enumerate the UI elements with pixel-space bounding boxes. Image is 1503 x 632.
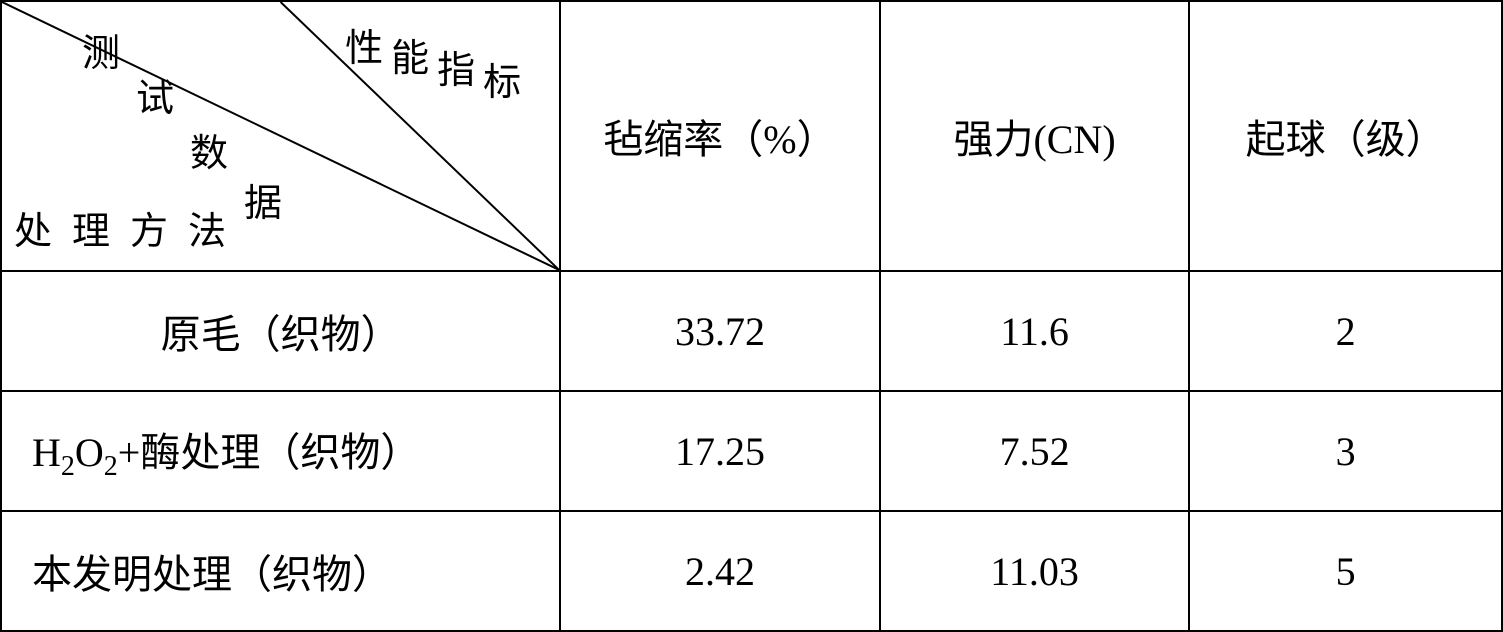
- cell-pilling: 3: [1189, 391, 1502, 511]
- table-row: H2O2+酶处理（织物） 17.25 7.52 3: [1, 391, 1502, 511]
- header-label-testdata: 测 试 数 据: [82, 77, 298, 132]
- cell-shrinkage: 2.42: [560, 511, 880, 631]
- cell-shrinkage: 33.72: [560, 271, 880, 391]
- cell-shrinkage: 17.25: [560, 391, 880, 511]
- column-header-shrinkage: 毡缩率（%）: [560, 1, 880, 271]
- cell-strength: 11.03: [880, 511, 1190, 631]
- cell-strength: 11.6: [880, 271, 1190, 391]
- performance-comparison-table: 性 能 指 标 测 试 数 据 处理方法: [0, 0, 1503, 632]
- diagonal-header-cell: 性 能 指 标 测 试 数 据 处理方法: [1, 1, 560, 271]
- header-label-performance: 性 能 指 标: [345, 17, 529, 72]
- header-label-method: 处理方法: [14, 200, 246, 255]
- cell-strength: 7.52: [880, 391, 1190, 511]
- column-header-pilling: 起球（级）: [1189, 1, 1502, 271]
- table-row: 原毛（织物） 33.72 11.6 2: [1, 271, 1502, 391]
- row-label: 本发明处理（织物）: [1, 511, 560, 631]
- table-header-row: 性 能 指 标 测 试 数 据 处理方法: [1, 1, 1502, 271]
- table-row: 本发明处理（织物） 2.42 11.03 5: [1, 511, 1502, 631]
- column-header-strength: 强力(CN): [880, 1, 1190, 271]
- cell-pilling: 5: [1189, 511, 1502, 631]
- row-label: H2O2+酶处理（织物）: [1, 391, 560, 511]
- data-table-container: 性 能 指 标 测 试 数 据 处理方法: [0, 0, 1503, 630]
- cell-pilling: 2: [1189, 271, 1502, 391]
- row-label: 原毛（织物）: [1, 271, 560, 391]
